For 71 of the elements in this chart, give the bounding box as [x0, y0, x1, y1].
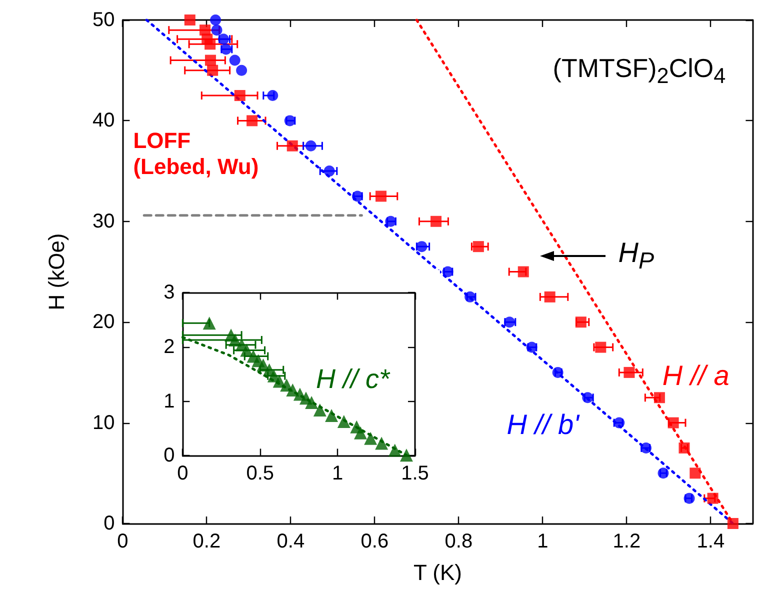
point: [727, 518, 738, 529]
point: [388, 444, 402, 457]
x-tick-label: 1: [332, 462, 344, 485]
point: [305, 140, 316, 152]
series-label: H // a: [662, 359, 730, 394]
y-tick-label: 10: [92, 412, 115, 434]
x-tick-label: 1.5: [401, 462, 429, 485]
x-tick-label: 1: [537, 530, 548, 552]
point: [204, 54, 216, 66]
x-tick-label: 1.2: [612, 530, 641, 552]
y-tick-label: 40: [92, 110, 115, 132]
x-tick-label: 0: [117, 530, 128, 552]
point: [552, 366, 564, 378]
point: [229, 54, 240, 66]
annotation: LOFF (Lebed, Wu): [133, 128, 259, 181]
point: [668, 417, 679, 428]
point: [624, 366, 635, 378]
x-tick-label: 1.4: [696, 530, 725, 552]
point: [236, 64, 248, 76]
point: [286, 383, 300, 396]
point: [472, 241, 484, 252]
point: [211, 24, 222, 36]
x-tick-label: 0.5: [246, 462, 274, 485]
point: [286, 140, 298, 152]
point: [324, 166, 335, 177]
point: [272, 374, 286, 388]
y-tick-label: 20: [92, 311, 115, 334]
point: [354, 426, 367, 440]
point: [184, 14, 196, 26]
x-tick-label: 0.6: [360, 530, 389, 552]
point: [204, 38, 216, 50]
point: [267, 90, 278, 102]
point: [430, 216, 442, 227]
point: [313, 404, 326, 417]
y-tick-label: 2: [164, 336, 175, 358]
point: [364, 432, 378, 445]
annotation: H$_{P}$: [618, 236, 654, 276]
point: [416, 241, 428, 252]
y-axis-title: H (kOe): [44, 233, 70, 310]
point: [575, 316, 586, 328]
point: [246, 115, 258, 126]
point: [595, 342, 606, 353]
x-tick-label: 0.4: [276, 530, 305, 552]
x-axis-title: T (K): [413, 560, 462, 585]
series-label: H // b': [506, 408, 579, 442]
point: [202, 316, 216, 330]
point: [337, 414, 350, 428]
y-tick-label: 30: [92, 210, 115, 232]
point: [654, 392, 665, 404]
point: [240, 344, 254, 357]
point: [325, 408, 338, 422]
point: [234, 90, 246, 102]
point: [544, 291, 556, 302]
point: [228, 333, 242, 346]
point: [518, 266, 529, 278]
point: [376, 190, 386, 202]
point: [305, 396, 318, 409]
y-tick-label: 0: [104, 512, 115, 534]
x-tick-label: 0.8: [444, 530, 473, 552]
point: [690, 468, 701, 479]
point: [210, 14, 222, 26]
x-tick-label: 0.2: [192, 530, 221, 552]
y-tick-label: 3: [164, 282, 175, 304]
series-label: H // c*: [316, 362, 390, 395]
y-tick-label: 50: [92, 9, 115, 31]
point: [707, 492, 718, 504]
point: [375, 436, 388, 450]
annotation: (TMTSF)$_{2}$ClO$_{4}$: [552, 53, 726, 90]
y-tick-label: 1: [164, 390, 175, 412]
y-tick-label: 0: [164, 444, 175, 467]
point: [207, 64, 218, 76]
